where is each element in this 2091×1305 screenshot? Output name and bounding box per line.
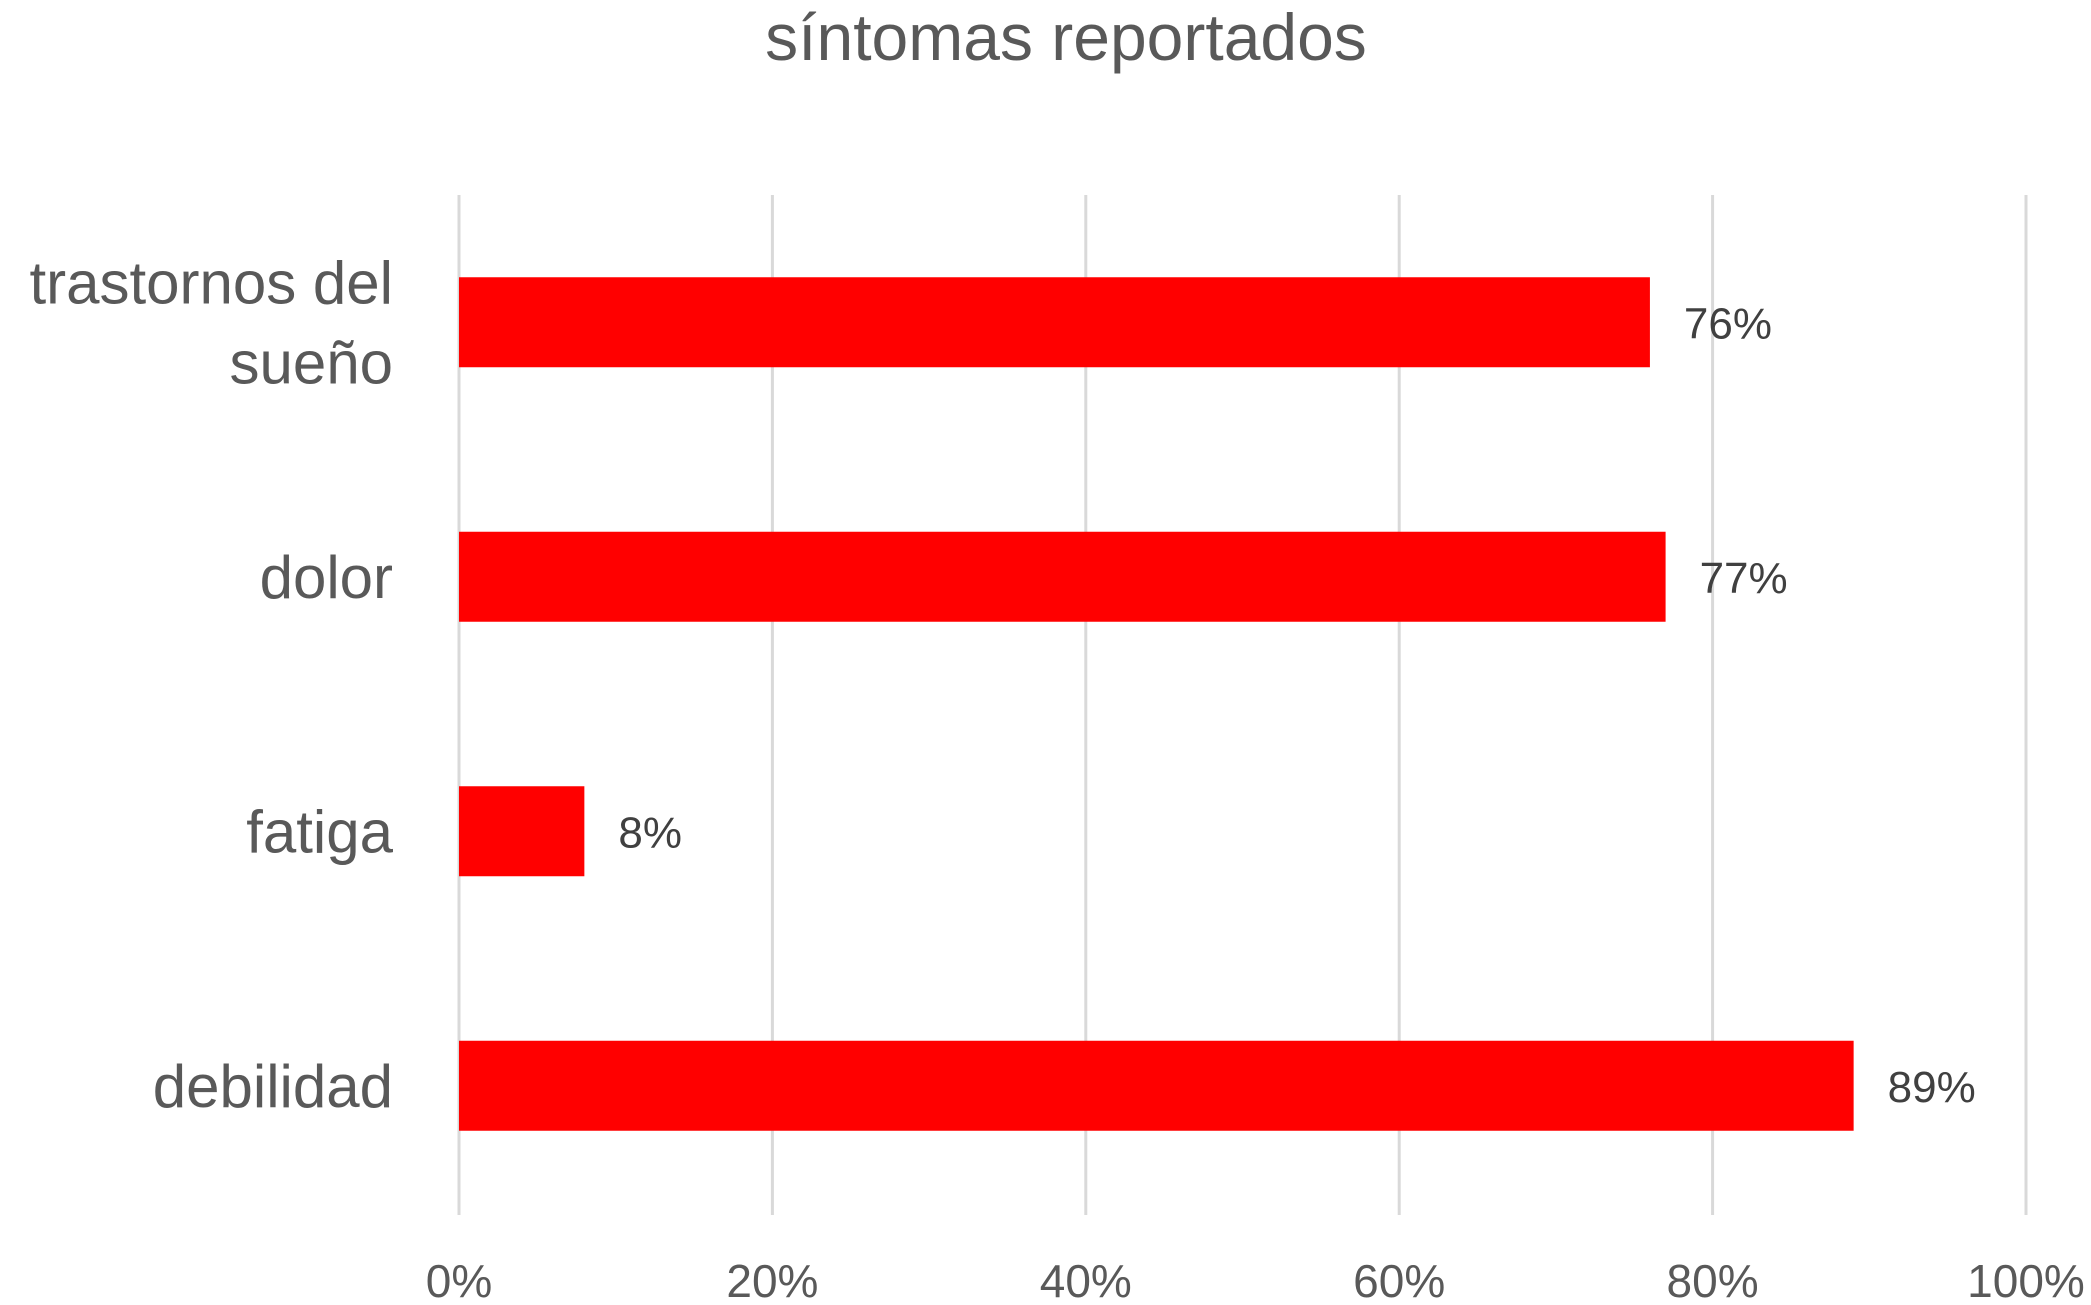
x-tick-label-60: 60%	[1353, 1255, 1445, 1305]
category-label-line: fatiga	[246, 798, 393, 865]
data-label-2: 8%	[618, 808, 682, 857]
data-label-1: 77%	[1700, 554, 1788, 603]
x-tick-label-80: 80%	[1667, 1255, 1759, 1305]
data-label-0: 76%	[1684, 299, 1772, 348]
data-label-3: 89%	[1888, 1063, 1976, 1112]
x-tick-label-100: 100%	[1967, 1255, 2085, 1305]
category-label-line: debilidad	[153, 1053, 393, 1120]
category-label-0: trastornos del sueño	[29, 249, 393, 396]
category-labels: trastornos del sueño dolor fatiga debilidad	[29, 249, 393, 1120]
bar-1	[459, 531, 1666, 622]
x-tick-label-20: 20%	[726, 1255, 818, 1305]
data-labels: 76% 77% 8% 89%	[618, 299, 1975, 1112]
x-tick-labels: 0% 20% 40% 60% 80% 100%	[426, 1255, 2085, 1305]
category-label-line: trastornos del	[29, 249, 393, 316]
x-tick-label-0: 0%	[426, 1255, 492, 1305]
bars	[459, 277, 1854, 1131]
category-label-3: debilidad	[153, 1053, 393, 1120]
category-label-1: dolor	[260, 544, 393, 611]
x-tick-label-40: 40%	[1040, 1255, 1132, 1305]
bar-0	[459, 277, 1650, 368]
category-label-line: dolor	[260, 544, 393, 611]
bar-3	[459, 1040, 1854, 1131]
bar-2	[459, 786, 585, 877]
category-label-2: fatiga	[246, 798, 393, 865]
category-label-line: sueño	[230, 329, 393, 396]
chart-title: síntomas reportados	[765, 0, 1367, 74]
